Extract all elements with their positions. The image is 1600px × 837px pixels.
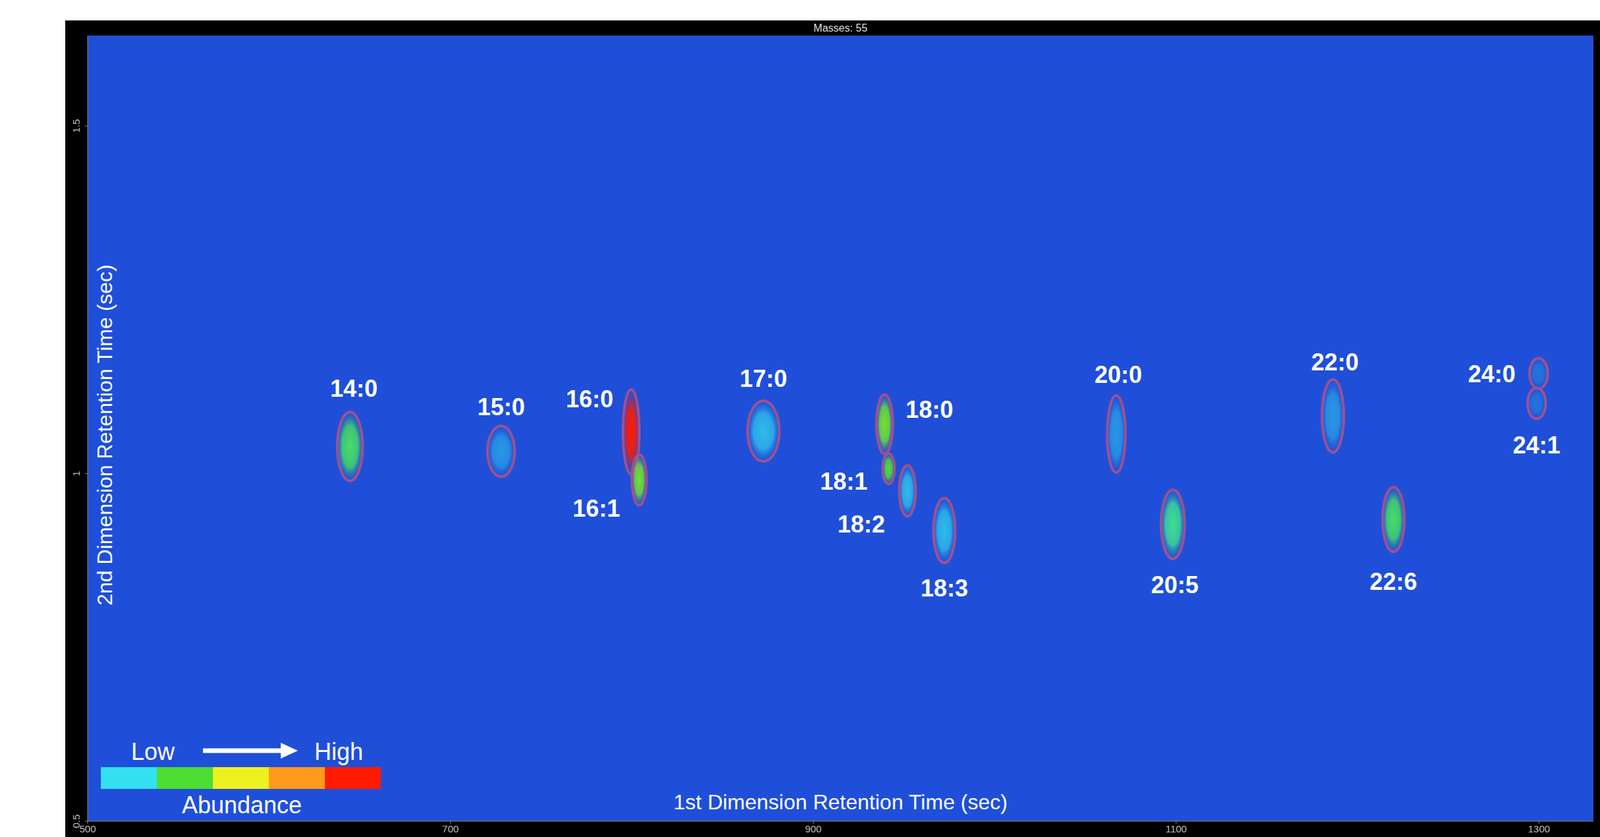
svg-text:700: 700 (442, 823, 459, 835)
svg-text:24:1: 24:1 (1513, 431, 1561, 459)
svg-text:22:0: 22:0 (1311, 348, 1359, 376)
svg-text:Low: Low (131, 738, 176, 766)
svg-text:2nd Dimension Retention Time (: 2nd Dimension Retention Time (sec) (92, 264, 117, 606)
svg-text:High: High (314, 738, 364, 766)
svg-text:20:5: 20:5 (1151, 571, 1199, 599)
svg-text:900: 900 (805, 823, 822, 835)
svg-text:15:0: 15:0 (477, 393, 525, 421)
svg-text:1100: 1100 (1165, 823, 1187, 835)
svg-text:18:1: 18:1 (819, 467, 868, 495)
svg-text:Abundance: Abundance (181, 791, 302, 819)
html-text:Masses: 55: Masses: 55 (813, 22, 868, 34)
svg-text:18:3: 18:3 (920, 574, 969, 602)
svg-text:14:0: 14:0 (330, 374, 378, 402)
svg-text:17:0: 17:0 (739, 365, 787, 393)
svg-text:20:0: 20:0 (1094, 361, 1143, 389)
svg-text:1.5: 1.5 (70, 119, 82, 134)
svg-text:16:1: 16:1 (572, 494, 621, 522)
svg-text:1st Dimension Retention Time (: 1st Dimension Retention Time (sec) (673, 790, 1008, 814)
svg-text:1300: 1300 (1528, 823, 1550, 835)
svg-text:22:6: 22:6 (1370, 568, 1418, 596)
svg-text:18:0: 18:0 (905, 396, 953, 424)
svg-text:1: 1 (70, 470, 82, 476)
svg-text:500: 500 (79, 823, 96, 835)
svg-text:16:0: 16:0 (566, 385, 614, 413)
svg-text:0.5: 0.5 (70, 814, 82, 829)
svg-text:18:2: 18:2 (837, 510, 886, 538)
svg-text:24:0: 24:0 (1468, 360, 1516, 388)
